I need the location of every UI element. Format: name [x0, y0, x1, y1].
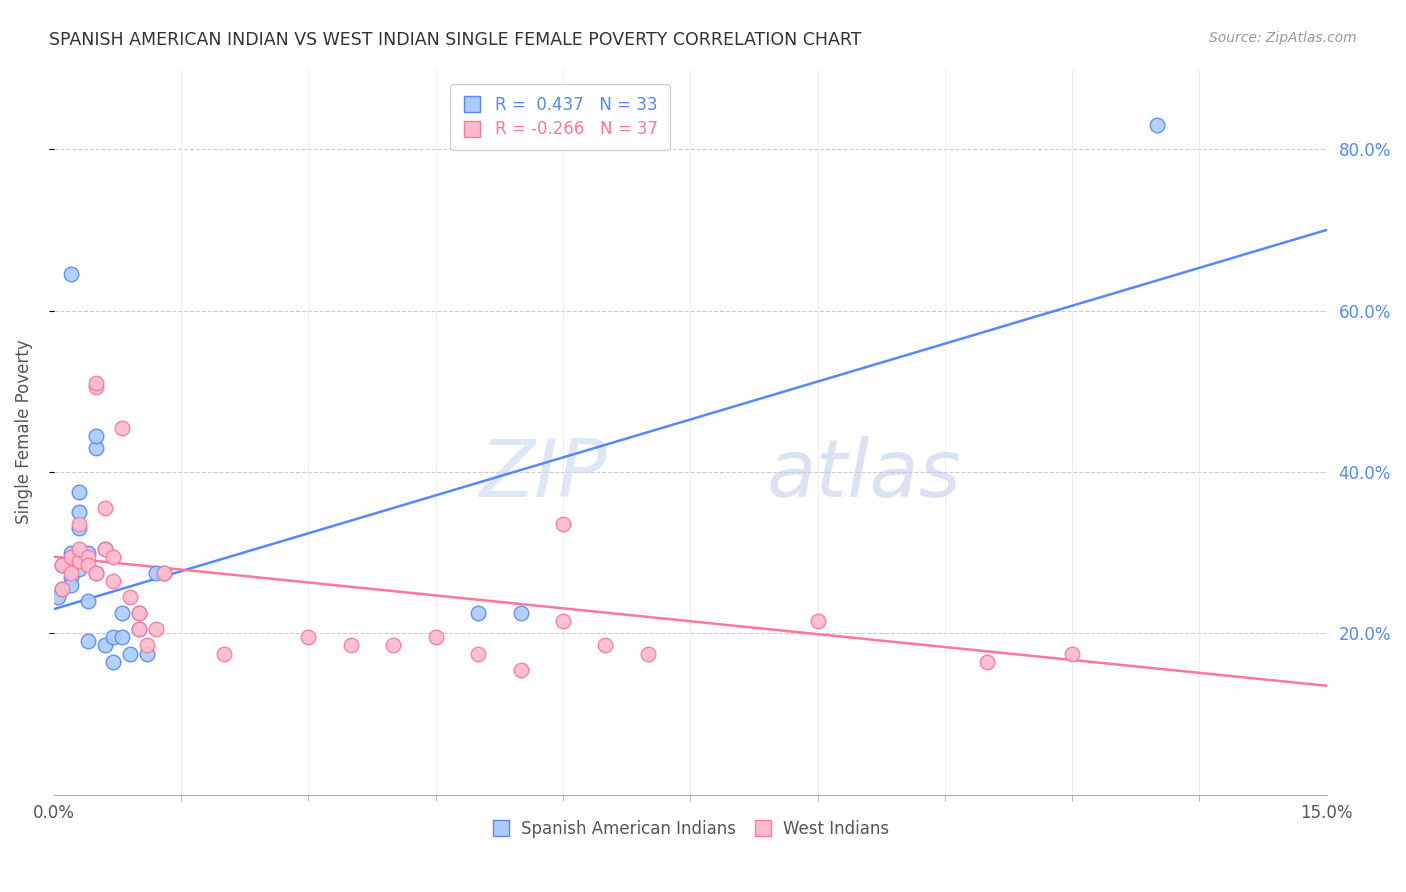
Point — [103, 631, 125, 645]
Point — [94, 639, 117, 653]
Point — [94, 501, 117, 516]
Point — [84, 441, 107, 455]
Point — [59, 267, 82, 281]
Point — [637, 647, 659, 661]
Point — [136, 647, 159, 661]
Point — [51, 582, 73, 596]
Point — [425, 631, 447, 645]
Point — [103, 574, 125, 588]
Point — [51, 582, 73, 596]
Y-axis label: Single Female Poverty: Single Female Poverty — [15, 339, 32, 524]
Point — [1146, 118, 1168, 132]
Point — [94, 541, 117, 556]
Point — [111, 606, 134, 620]
Point — [67, 521, 90, 535]
Point — [297, 631, 319, 645]
Point — [67, 554, 90, 568]
Point — [128, 622, 150, 636]
Point — [509, 663, 531, 677]
Point — [59, 549, 82, 564]
Point — [551, 614, 574, 628]
Point — [94, 541, 117, 556]
Point — [128, 606, 150, 620]
Point — [467, 606, 489, 620]
Point — [76, 558, 98, 572]
Point — [111, 420, 134, 434]
Point — [212, 647, 235, 661]
Text: Source: ZipAtlas.com: Source: ZipAtlas.com — [1209, 31, 1357, 45]
Point — [551, 517, 574, 532]
Point — [59, 578, 82, 592]
Point — [595, 639, 617, 653]
Point — [84, 380, 107, 394]
Text: SPANISH AMERICAN INDIAN VS WEST INDIAN SINGLE FEMALE POVERTY CORRELATION CHART: SPANISH AMERICAN INDIAN VS WEST INDIAN S… — [49, 31, 862, 49]
Point — [59, 566, 82, 580]
Text: ZIP: ZIP — [481, 436, 607, 514]
Point — [76, 549, 98, 564]
Point — [467, 647, 489, 661]
Point — [806, 614, 828, 628]
Point — [84, 428, 107, 442]
Point — [382, 639, 405, 653]
Point — [76, 634, 98, 648]
Point — [120, 590, 142, 604]
Point — [59, 546, 82, 560]
Point — [76, 594, 98, 608]
Point — [76, 546, 98, 560]
Point — [59, 562, 82, 576]
Point — [84, 566, 107, 580]
Point — [145, 566, 167, 580]
Point — [976, 655, 998, 669]
Point — [1062, 647, 1084, 661]
Point — [103, 655, 125, 669]
Point — [67, 485, 90, 500]
Text: atlas: atlas — [766, 436, 962, 514]
Point — [46, 590, 69, 604]
Point — [145, 622, 167, 636]
Point — [509, 606, 531, 620]
Point — [67, 517, 90, 532]
Point — [136, 639, 159, 653]
Point — [51, 558, 73, 572]
Point — [51, 558, 73, 572]
Point — [153, 566, 176, 580]
Point — [67, 505, 90, 519]
Point — [67, 541, 90, 556]
Point — [84, 376, 107, 391]
Point — [84, 566, 107, 580]
Point — [59, 570, 82, 584]
Point — [128, 622, 150, 636]
Legend: Spanish American Indians, West Indians: Spanish American Indians, West Indians — [485, 814, 896, 845]
Point — [128, 606, 150, 620]
Point — [67, 562, 90, 576]
Point — [103, 549, 125, 564]
Point — [120, 647, 142, 661]
Point — [340, 639, 363, 653]
Point — [153, 566, 176, 580]
Point — [111, 631, 134, 645]
